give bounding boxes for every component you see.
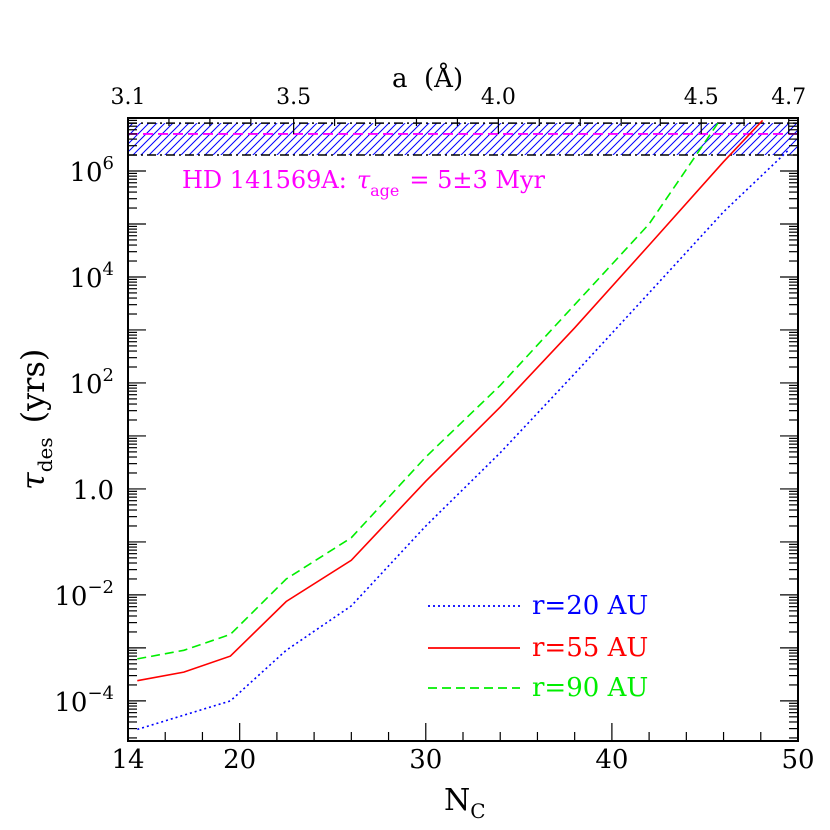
series-line-1 bbox=[137, 149, 790, 731]
legend-label-1: r=20 AU bbox=[532, 591, 648, 621]
y-tick-label: 102 bbox=[69, 365, 114, 400]
series-line-3 bbox=[137, 119, 721, 660]
top-tick-label: 4.7 bbox=[771, 85, 806, 110]
y-tick-label: 10−4 bbox=[54, 683, 114, 718]
top-tick-label: 3.5 bbox=[276, 85, 311, 110]
x-tick-label: 50 bbox=[781, 745, 814, 775]
age-band-label: HD 141569A: τage = 5±3 Myr bbox=[182, 166, 546, 200]
y-tick-label: 106 bbox=[69, 153, 114, 188]
y-tick-label: 10−2 bbox=[54, 577, 114, 612]
top-axis-title: a (Å) bbox=[392, 62, 463, 94]
top-tick-label: 3.1 bbox=[111, 85, 146, 110]
series-lines bbox=[137, 119, 790, 731]
series-line-2 bbox=[137, 119, 764, 682]
tick-labels: 14 20 30 40 50 3.1 3.5 4.0 4.5 4.7 10−4 10−2 1.0 102 1… bbox=[54, 85, 814, 775]
x-tick-label: 20 bbox=[223, 745, 256, 775]
age-band bbox=[128, 123, 798, 156]
age-band-hatch bbox=[128, 123, 798, 156]
top-tick-label: 4.5 bbox=[684, 85, 719, 110]
plot-frame bbox=[127, 117, 799, 742]
y-tick-label: 104 bbox=[69, 259, 114, 294]
legend-label-2: r=55 AU bbox=[532, 633, 648, 663]
y-axis-title: τdes(yrs) bbox=[14, 349, 57, 490]
y-tick-label: 1.0 bbox=[73, 476, 114, 506]
legend: r=20 AU r=55 AU r=90 AU bbox=[428, 591, 648, 703]
x-tick-label: 40 bbox=[595, 745, 628, 775]
legend-label-3: r=90 AU bbox=[532, 673, 648, 703]
x-axis-title: NC bbox=[444, 783, 486, 823]
reference-lines bbox=[128, 122, 798, 156]
axis-ticks bbox=[127, 117, 799, 741]
x-tick-label: 14 bbox=[111, 745, 144, 775]
x-tick-label: 30 bbox=[409, 745, 442, 775]
top-tick-label: 4.0 bbox=[481, 85, 516, 110]
